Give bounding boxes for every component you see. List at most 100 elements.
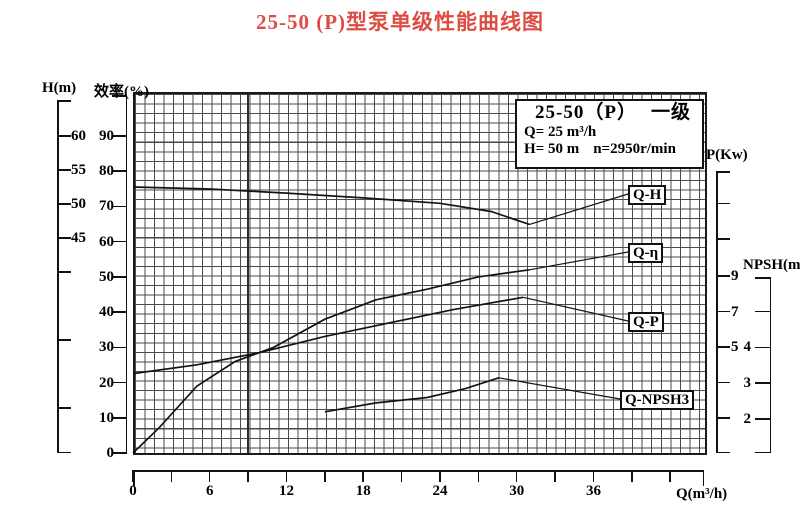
tick-mark: [112, 240, 127, 243]
tick-label: 60: [99, 233, 114, 250]
tick-label: 12: [278, 483, 294, 499]
curve-label-qnpsh3: Q-NPSH3: [620, 390, 695, 410]
chart-title: 25-50 (P)型泵单级性能曲线图: [255, 10, 545, 34]
efficiency-axis-line: [125, 95, 127, 454]
tick-label: 90: [99, 128, 114, 144]
tick-mark: [112, 346, 127, 349]
power-axis-title: P(Kw): [706, 147, 748, 163]
tick-mark: [247, 470, 249, 482]
tick-label: 4: [743, 339, 752, 356]
legend-title: 25-50（P） 一级: [524, 102, 702, 124]
tick-mark: [57, 451, 71, 453]
tick-mark: [755, 382, 771, 384]
tick-label: 30: [99, 339, 114, 356]
tick-mark: [112, 135, 127, 137]
npsh-axis-title: NPSH(m): [743, 257, 800, 273]
tick-label: 7: [731, 303, 739, 320]
flow-axis-line: [133, 470, 704, 472]
tick-mark: [112, 205, 127, 208]
tick-mark: [716, 451, 730, 453]
tick-label: 60: [71, 128, 86, 144]
tick-label: 0: [106, 445, 115, 461]
tick-mark: [716, 310, 730, 313]
grid-accent-line: [247, 94, 249, 453]
tick-mark: [669, 470, 671, 482]
tick-mark: [324, 470, 326, 482]
legend-box: 25-50（P） 一级 Q= 25 m³/h H= 50 m n=2950r/min: [515, 99, 704, 169]
tick-mark: [208, 470, 211, 482]
tick-label: 55: [71, 162, 86, 178]
tick-mark: [57, 100, 71, 102]
tick-mark: [716, 381, 730, 384]
tick-mark: [112, 381, 127, 384]
tick-label: 6: [205, 483, 214, 499]
tick-label: 18: [355, 483, 371, 499]
tick-label: 3: [743, 375, 752, 392]
tick-mark: [112, 170, 127, 172]
tick-mark: [592, 470, 595, 482]
npsh-axis-line: [769, 277, 771, 453]
tick-mark: [285, 470, 288, 482]
tick-mark: [57, 169, 71, 171]
curve-label-qh: Q-H: [628, 185, 667, 205]
tick-label: 36: [585, 483, 601, 499]
tick-label: 50: [71, 196, 86, 212]
tick-mark: [170, 470, 173, 482]
rated-speed: n=2950r/min: [593, 141, 676, 157]
legend-rated-flow: Q= 25 m³/h: [524, 124, 597, 140]
tick-label: 50: [99, 268, 114, 285]
tick-mark: [755, 346, 771, 349]
tick-mark: [362, 470, 364, 482]
tick-mark: [515, 470, 518, 482]
tick-mark: [755, 277, 771, 279]
tick-mark: [631, 470, 633, 482]
tick-mark: [716, 171, 730, 173]
tick-mark: [112, 276, 127, 278]
flow-axis-title: Q(m³/h): [676, 486, 728, 502]
efficiency-axis-title: 效率(%): [94, 84, 149, 100]
tick-mark: [400, 470, 403, 482]
tick-mark: [57, 203, 71, 205]
tick-mark: [57, 407, 71, 409]
head-axis-title: H(m): [42, 80, 77, 96]
tick-mark: [716, 275, 730, 277]
tick-mark: [112, 417, 127, 419]
tick-mark: [755, 451, 771, 453]
tick-label: 0: [129, 483, 137, 499]
tick-mark: [57, 339, 71, 341]
tick-mark: [477, 470, 480, 482]
tick-mark: [755, 310, 771, 313]
legend-rated-head-speed: H= 50 m n=2950r/min: [524, 141, 702, 158]
tick-mark: [716, 346, 730, 348]
curve-label-qeta: Q-η: [628, 243, 664, 263]
tick-label: 24: [432, 483, 448, 499]
tick-label: 20: [99, 374, 114, 391]
tick-mark: [112, 95, 127, 97]
pump-model: 25-50（P）: [535, 102, 637, 123]
tick-mark: [439, 470, 441, 482]
tick-mark: [716, 202, 730, 205]
rated-head: H= 50 m: [524, 141, 580, 157]
tick-label: 30: [509, 483, 525, 499]
head-axis-line: [57, 100, 59, 453]
tick-mark: [755, 418, 771, 420]
tick-label: 80: [99, 163, 114, 180]
tick-mark: [112, 452, 127, 454]
tick-mark: [716, 238, 730, 240]
tick-mark: [132, 470, 134, 482]
tick-mark: [57, 237, 71, 239]
tick-mark: [133, 470, 135, 486]
tick-mark: [57, 135, 71, 137]
tick-mark: [702, 470, 704, 486]
pump-stage: 一级: [650, 102, 691, 123]
tick-mark: [554, 470, 556, 482]
tick-label: 40: [99, 304, 114, 321]
tick-label: 45: [71, 230, 86, 246]
tick-label: 2: [743, 411, 752, 427]
tick-label: 9: [731, 268, 739, 284]
tick-mark: [112, 311, 127, 313]
tick-label: 70: [99, 198, 114, 215]
curve-label-qp: Q-P: [628, 312, 664, 332]
tick-mark: [57, 271, 71, 273]
tick-mark: [716, 417, 730, 419]
